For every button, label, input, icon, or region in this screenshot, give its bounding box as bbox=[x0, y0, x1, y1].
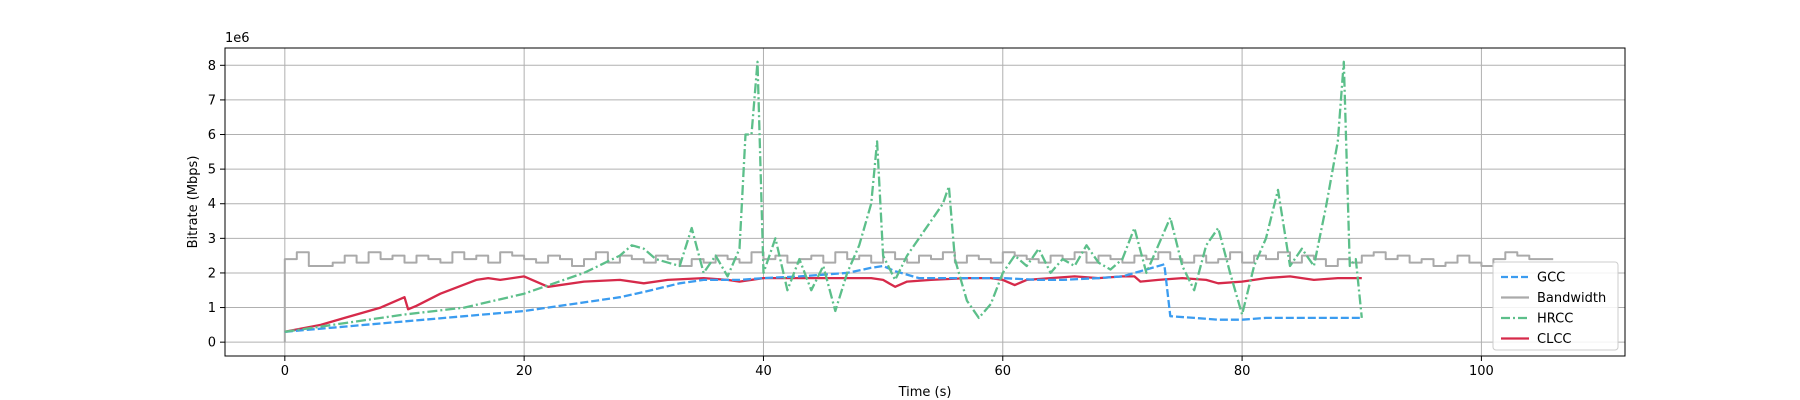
y-tick-label: 3 bbox=[208, 232, 216, 247]
legend-box bbox=[1492, 261, 1619, 351]
y-tick-label: 8 bbox=[208, 59, 216, 74]
series-line-gcc bbox=[284, 263, 1362, 333]
series-line-bandwidth bbox=[283, 251, 1554, 343]
x-axis-ticks: 0 20 40 60 80 100 bbox=[281, 356, 1494, 379]
y-tick-label: 0 bbox=[208, 336, 216, 351]
y-axis-label: Bitrate (Mbps) bbox=[186, 156, 201, 249]
legend-label-clcc: CLCC bbox=[1537, 332, 1571, 347]
series-line-hrcc bbox=[284, 60, 1363, 333]
y-tick-label: 6 bbox=[208, 128, 216, 143]
legend-label-hrcc: HRCC bbox=[1537, 312, 1573, 327]
series-line-clcc bbox=[284, 275, 1362, 333]
x-tick-label: 80 bbox=[1234, 364, 1251, 379]
series-layer bbox=[283, 60, 1554, 343]
legend-label-bandwidth: Bandwidth bbox=[1537, 291, 1606, 306]
plot-frame bbox=[224, 47, 1626, 357]
y-axis-ticks: 0 1 2 3 4 5 6 7 8 bbox=[208, 59, 225, 351]
y-offset-text: 1e6 bbox=[225, 31, 250, 46]
x-tick-label: 40 bbox=[755, 364, 772, 379]
x-tick-label: 0 bbox=[281, 364, 289, 379]
x-tick-label: 60 bbox=[995, 364, 1012, 379]
x-tick-label: 20 bbox=[516, 364, 533, 379]
y-tick-label: 7 bbox=[208, 93, 216, 108]
legend: GCC Bandwidth HRCC CLCC bbox=[1492, 261, 1619, 351]
x-tick-label: 100 bbox=[1469, 364, 1494, 379]
y-tick-label: 4 bbox=[208, 197, 216, 212]
legend-label-gcc: GCC bbox=[1537, 271, 1565, 286]
x-axis-label: Time (s) bbox=[898, 385, 952, 400]
y-tick-label: 1 bbox=[208, 301, 216, 316]
y-tick-label: 2 bbox=[208, 266, 216, 281]
y-tick-label: 5 bbox=[208, 163, 216, 178]
